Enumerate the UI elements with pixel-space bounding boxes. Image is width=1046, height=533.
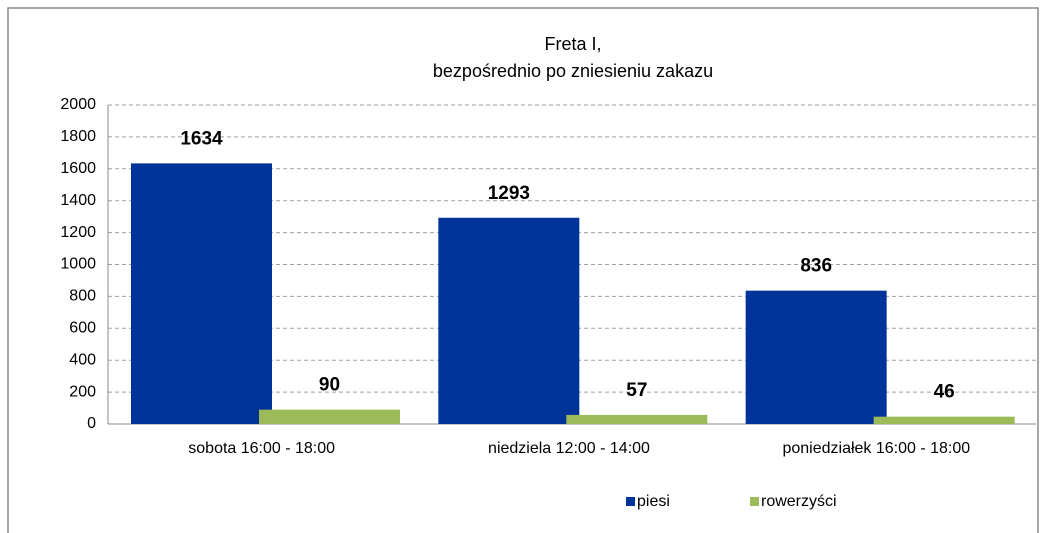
data-label: 1634 (180, 128, 223, 149)
y-tick-label: 2000 (60, 96, 96, 113)
y-tick-label: 1400 (60, 192, 96, 209)
bar (566, 414, 708, 424)
y-tick-label: 1800 (60, 128, 96, 145)
y-tick-label: 1600 (60, 160, 96, 177)
data-label: 46 (934, 382, 955, 403)
legend-swatch (626, 497, 635, 506)
y-tick-label: 600 (69, 320, 96, 337)
x-tick-label: sobota 16:00 - 18:00 (188, 440, 335, 457)
legend-swatch (750, 497, 759, 506)
x-tick-label: niedziela 12:00 - 14:00 (488, 440, 650, 457)
bar (873, 416, 1015, 424)
y-tick-label: 800 (69, 288, 96, 305)
bar (745, 290, 887, 424)
data-label: 836 (800, 256, 832, 277)
bar (259, 409, 400, 424)
y-tick-label: 1200 (60, 224, 96, 241)
y-tick-label: 1000 (60, 256, 96, 273)
legend-label: piesi (637, 493, 670, 510)
legend-label: rowerzyści (761, 493, 837, 510)
chart-frame (7, 7, 1039, 533)
data-label: 57 (626, 380, 647, 401)
x-tick-label: poniedziałek 16:00 - 18:00 (782, 440, 970, 457)
data-label: 1293 (488, 183, 530, 204)
y-tick-label: 200 (69, 383, 96, 400)
data-label: 90 (319, 375, 340, 396)
bar (131, 163, 272, 424)
y-tick-label: 400 (69, 351, 96, 368)
y-tick-label: 0 (87, 415, 96, 432)
chart-title: Freta I, (544, 34, 601, 54)
chart-title: bezpośrednio po zniesieniu zakazu (433, 61, 713, 81)
bar (438, 217, 580, 424)
